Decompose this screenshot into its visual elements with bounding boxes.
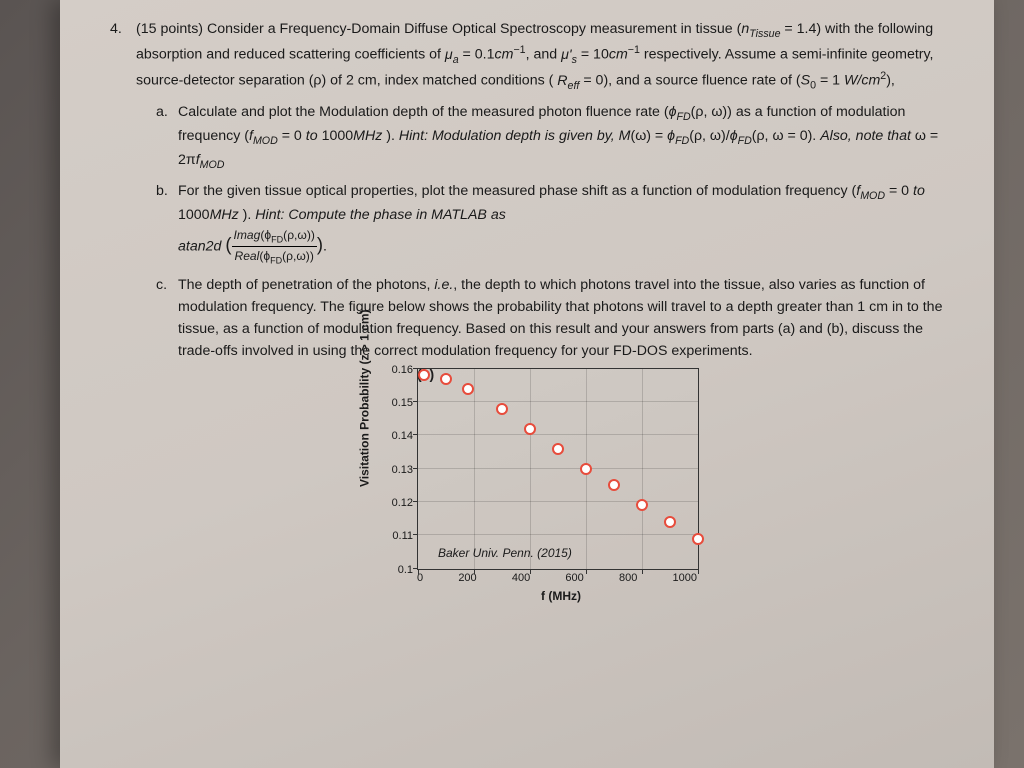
x-tick-label: 600 bbox=[565, 570, 583, 587]
document-page: 4. (15 points) Consider a Frequency-Doma… bbox=[60, 0, 994, 768]
y-tick-label: 0.11 bbox=[375, 528, 413, 545]
x-tick-labels: 02004006008001000 bbox=[417, 570, 697, 587]
part-letter: b. bbox=[156, 180, 178, 268]
part-letter: c. bbox=[156, 274, 178, 362]
points-label: (15 points) bbox=[136, 21, 203, 37]
part-a-text: Calculate and plot the Modulation depth … bbox=[178, 101, 944, 174]
data-point bbox=[440, 373, 452, 385]
y-axis-label: Visitation Probability (z > 1 cm) bbox=[356, 309, 375, 487]
x-tick-label: 1000 bbox=[673, 570, 697, 587]
y-tick-label: 0.13 bbox=[375, 462, 413, 479]
data-point bbox=[580, 463, 592, 475]
data-point bbox=[608, 479, 620, 491]
data-point bbox=[692, 533, 704, 545]
data-point bbox=[552, 443, 564, 455]
question-4: 4. (15 points) Consider a Frequency-Doma… bbox=[110, 18, 944, 605]
part-a: a. Calculate and plot the Modulation dep… bbox=[156, 101, 944, 174]
y-tick-label: 0.14 bbox=[375, 428, 413, 445]
scatter-chart: Baker Univ. Penn. (2015) bbox=[417, 368, 699, 570]
x-tick-label: 400 bbox=[512, 570, 530, 587]
x-axis-label: f (MHz) bbox=[417, 587, 705, 606]
part-b-text: For the given tissue optical properties,… bbox=[178, 180, 944, 268]
y-tick-label: 0.15 bbox=[375, 395, 413, 412]
question-body: (15 points) Consider a Frequency-Domain … bbox=[136, 18, 944, 605]
chart-container: (c) Visitation Probability (z > 1 cm) Ba… bbox=[375, 368, 705, 606]
data-point bbox=[636, 499, 648, 511]
data-point bbox=[524, 423, 536, 435]
data-point bbox=[462, 383, 474, 395]
data-point bbox=[418, 369, 430, 381]
y-tick-label: 0.1 bbox=[375, 562, 413, 579]
data-point bbox=[496, 403, 508, 415]
y-tick-label: 0.16 bbox=[375, 362, 413, 379]
y-tick-label: 0.12 bbox=[375, 495, 413, 512]
part-letter: a. bbox=[156, 101, 178, 174]
question-number: 4. bbox=[110, 18, 136, 605]
part-b: b. For the given tissue optical properti… bbox=[156, 180, 944, 268]
x-tick-label: 800 bbox=[619, 570, 637, 587]
data-point bbox=[664, 516, 676, 528]
chart-annotation: Baker Univ. Penn. (2015) bbox=[438, 544, 572, 563]
part-c: c. The depth of penetration of the photo… bbox=[156, 274, 944, 362]
part-c-text: The depth of penetration of the photons,… bbox=[178, 274, 944, 362]
